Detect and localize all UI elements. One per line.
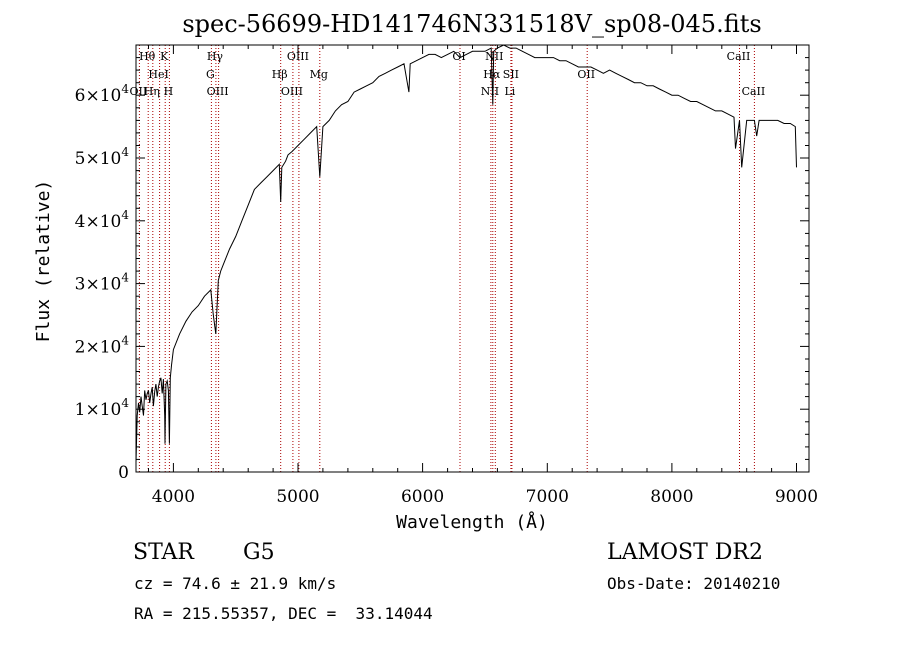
spectral-line-label: CaII <box>727 50 751 63</box>
x-tick-label: 6000 <box>401 487 444 507</box>
object-subclass: G5 <box>243 540 275 565</box>
spectral-line-label: Hβ <box>272 68 288 81</box>
spectral-line-markers <box>138 45 755 472</box>
spectral-line-label: Hη <box>144 85 160 98</box>
coordinates: RA = 215.55357, DEC = 33.14044 <box>134 604 433 623</box>
spectral-line-label: Li <box>504 85 515 98</box>
spectral-line-label: OIII <box>287 50 309 63</box>
observation-date: Obs-Date: 20140210 <box>607 574 781 593</box>
spectral-line-label: OIII <box>207 85 229 98</box>
y-tick-label: 5×104 <box>75 145 130 169</box>
x-tick-label: 8000 <box>650 487 693 507</box>
spectral-line-label: Hγ <box>207 50 224 63</box>
spectral-line-label: Hθ <box>139 50 156 63</box>
y-tick-label: 3×104 <box>75 271 130 295</box>
spectral-line-label: G <box>206 68 215 81</box>
spectral-line-label: OIII <box>281 85 303 98</box>
spectrum-series-line <box>135 44 797 463</box>
chart-title: spec-56699-HD141746N331518V_sp08-045.fit… <box>182 10 761 38</box>
redshift-cz: cz = 74.6 ± 21.9 km/s <box>134 574 337 593</box>
y-tick-label: 4×104 <box>75 208 130 232</box>
y-tick-label: 0 <box>118 463 129 483</box>
spectral-line-label: CaII <box>742 85 766 98</box>
y-tick-label: 2×104 <box>75 333 130 357</box>
x-tick-label: 5000 <box>276 487 319 507</box>
survey-name: LAMOST DR2 <box>607 540 763 565</box>
spectral-line-label: SII <box>503 68 519 81</box>
spectral-line-label: HeI <box>148 68 168 81</box>
spectral-line-label: Mg <box>310 68 328 81</box>
y-tick-label: 6×104 <box>75 82 130 106</box>
x-tick-label: 4000 <box>152 487 195 507</box>
spectral-line-label: H <box>164 85 174 98</box>
spectral-line-label: OII <box>577 68 595 81</box>
y-ticks <box>136 44 809 473</box>
y-tick-label: 1×104 <box>75 396 130 420</box>
spectral-line-label: K <box>160 50 169 63</box>
spectral-line-label: OII <box>130 85 148 98</box>
x-axis-label: Wavelength (Å) <box>396 511 548 533</box>
x-tick-label: 7000 <box>526 487 569 507</box>
spectral-line-label: NII <box>481 85 499 98</box>
x-tick-label: 9000 <box>775 487 818 507</box>
x-tick-labels: 4000 5000 6000 7000 8000 9000 <box>152 487 818 507</box>
y-axis-label: Flux (relative) <box>33 180 54 343</box>
x-ticks <box>148 45 797 472</box>
spectral-line-label: NII <box>485 50 503 63</box>
plot-frame <box>135 44 810 473</box>
y-tick-labels: 0 1×104 2×104 3×104 4×104 5×104 6×104 <box>75 82 130 483</box>
object-class: STAR <box>133 540 194 565</box>
